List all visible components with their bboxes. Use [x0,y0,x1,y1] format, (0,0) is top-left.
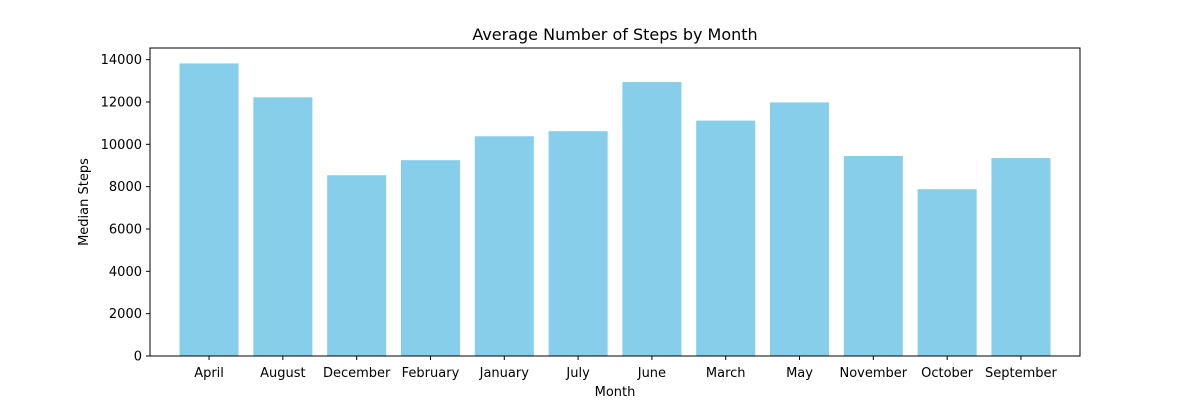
y-tick-label: 0 [134,350,142,365]
x-tick-label: October [921,366,974,381]
x-tick-label: April [194,366,224,381]
bar-september [991,158,1051,356]
bar-may [770,102,830,357]
x-tick-label: June [637,366,666,381]
x-tick-label: August [260,366,306,381]
x-tick-label: December [323,366,391,381]
x-tick-label: May [786,366,813,381]
x-tick-label: July [565,366,590,381]
bar-october [917,189,977,356]
y-tick-label: 8000 [109,180,142,195]
y-axis-ticks: 0 2000 4000 6000 8000 10000 12000 14000 [101,53,150,365]
chart-title: Average Number of Steps by Month [472,25,757,44]
x-tick-label: November [840,366,908,381]
x-tick-label: March [706,366,746,381]
bar-january [474,136,534,356]
bars-group [179,63,1051,357]
y-tick-label: 10000 [101,138,142,153]
bar-march [696,120,756,356]
bar-november [843,155,903,356]
y-tick-label: 2000 [109,307,142,322]
plot-frame [149,47,1081,357]
x-tick-label: February [402,366,460,381]
x-axis-ticks: April August December February January July Ju… [194,356,1058,381]
bar-july [548,131,608,356]
y-tick-label: 12000 [101,95,142,110]
bar-august [253,97,313,357]
bar-june [622,82,682,356]
bar-december [327,175,387,356]
x-tick-label: September [985,366,1058,381]
y-tick-label: 14000 [101,53,142,68]
bar-february [400,160,460,356]
y-axis-label: Median Steps [77,158,92,246]
y-tick-label: 6000 [109,222,142,237]
bar-april [179,63,239,357]
x-axis-label: Month [595,385,636,400]
x-tick-label: January [479,366,530,381]
y-tick-label: 4000 [109,265,142,280]
